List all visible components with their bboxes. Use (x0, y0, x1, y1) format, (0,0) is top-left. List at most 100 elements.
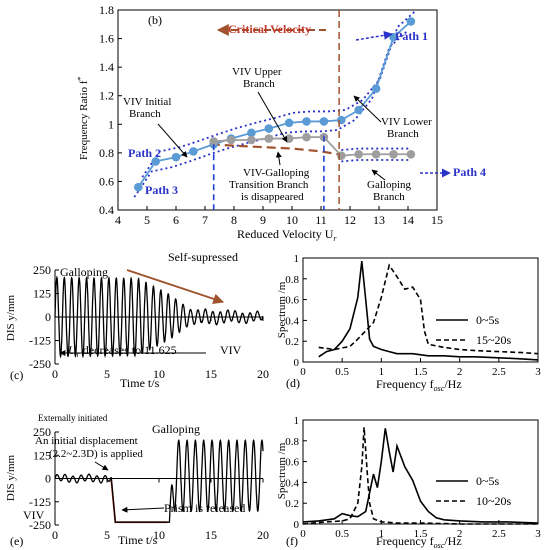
path-3-label: Path 3 (145, 183, 178, 197)
chart-d-xlabel: Frequency fosc/Hz (376, 377, 462, 393)
ytick-label: 0.6 (285, 295, 299, 307)
galloping-branch-arrow (371, 169, 386, 181)
viv-label-e: VIV (23, 508, 45, 522)
chart-d-legend: 0~5s 15~20s (436, 313, 511, 347)
chart-f-legend: 0~5s 10~20s (436, 474, 511, 508)
xtick-label: 0 (300, 366, 306, 378)
xtick-label: 5 (104, 528, 110, 542)
spectrum-series-1 (302, 427, 538, 525)
path-4-label: Path 4 (453, 165, 486, 179)
b-ytick-label: 0.8 (99, 146, 114, 160)
ytick-label: 1 (294, 253, 300, 265)
ytick-label: 250 (33, 425, 51, 439)
chart-b-ylabel: Frequency Ratio f* (76, 77, 90, 160)
series-point-1 (209, 137, 218, 146)
series-point-0 (247, 128, 256, 138)
series-point-1 (354, 149, 364, 159)
ytick-label: 0.2 (285, 336, 299, 348)
xtick-label: 10 (153, 367, 165, 381)
xtick-label: 2 (457, 528, 463, 540)
xtick-label: 15 (205, 528, 217, 542)
chart-b-frame (117, 9, 438, 211)
galloping-label-c: Galloping (60, 265, 108, 279)
ytick-label: 0.8 (285, 274, 299, 286)
b-ytick-label: 1.4 (99, 60, 114, 74)
series-point-0 (151, 157, 160, 166)
ytick-label: 0 (45, 310, 51, 324)
ytick-label: 125 (33, 448, 51, 462)
series-point-0 (171, 152, 181, 162)
ytick-label: 125 (33, 287, 51, 301)
series-point-1 (389, 149, 398, 159)
path-1-label: Path 1 (395, 29, 428, 43)
series-point-0 (354, 105, 364, 115)
b-xtick-label: 14 (402, 213, 414, 227)
series-point-0 (189, 147, 198, 156)
series-point-1 (226, 135, 236, 145)
series-line-0 (137, 20, 412, 188)
xtick-label: 3 (535, 366, 541, 378)
xtick-label: 1.5 (414, 366, 428, 378)
spectrum-series-0 (318, 261, 539, 361)
path-band-line (141, 10, 416, 178)
chart-e-xlabel: Time t/s (118, 533, 158, 547)
chart-e-ticks: -250 -125 0 125 250 0 5 10 15 20 (29, 425, 269, 542)
path-band-line (341, 147, 411, 151)
ytick-label: 0 (294, 519, 300, 531)
self-suppressed-label: Self-supressed (168, 250, 238, 264)
chart-f-series (302, 427, 539, 525)
b-ytick-label: 0.4 (99, 203, 114, 217)
path-1-arrow (355, 30, 393, 41)
xtick-label: 20 (257, 528, 269, 542)
series-point-0 (284, 118, 294, 128)
panel-label-d: (d) (286, 376, 300, 390)
series-point-1 (247, 135, 256, 145)
chart-e-signal (54, 439, 264, 523)
chart-d-series (318, 261, 539, 361)
series-point-1 (264, 134, 274, 143)
chart-e-held-segment (110, 478, 168, 524)
xtick-label: 10 (153, 528, 165, 542)
ytick-label: -250 (29, 518, 51, 532)
legend-d-item-1: 0~5s (476, 313, 499, 327)
xtick-label: 5 (104, 367, 110, 381)
chart-f-ylabel: Spectrum /m (276, 442, 288, 499)
self-suppressed-arrow (126, 269, 225, 305)
panel-label-f: (f) (286, 534, 298, 548)
legend-d-item-2: 15~20s (476, 333, 511, 347)
panel-label-e: (e) (10, 534, 23, 548)
transition-label: VIV-Galloping Transition Branch is disap… (229, 167, 312, 203)
chart-c-signal (54, 275, 264, 359)
viv-upper-arrow (257, 91, 288, 143)
b-xtick-label: 10 (286, 213, 298, 227)
spectrum-series-1 (318, 263, 539, 355)
xtick-label: 3 (535, 528, 541, 540)
xtick-label: 20 (257, 367, 269, 381)
critical-velocity-label: Critical Velocity (228, 22, 311, 36)
b-ytick-label: 1.8 (99, 3, 114, 17)
prism-released-arrow (121, 506, 165, 513)
xtick-label: 2.5 (492, 528, 506, 540)
series-point-1 (302, 132, 311, 142)
xtick-label: 0 (52, 367, 58, 381)
viv-initial-arrow (157, 123, 188, 158)
xtick-label: 0.5 (335, 366, 349, 378)
viv-label-c: VIV (220, 343, 242, 357)
b-xtick-label: 11 (315, 213, 327, 227)
initial-displacement-arrow (94, 461, 109, 471)
chart-b: 4 5 6 7 8 9 10 11 12 13 14 15 0.4 0.6 0.8 1 1.2 1.4 1.6 1.8… (76, 3, 486, 243)
externally-initiated-label: Externally initiated (38, 413, 108, 423)
b-ytick-label: 1.2 (99, 89, 114, 103)
chart-b-xlabel: Reduced Velocity Ur (237, 227, 337, 243)
b-ytick-label: 1 (108, 117, 114, 131)
series-point-1 (284, 134, 294, 143)
ytick-label: 250 (33, 263, 51, 277)
b-xtick-label: 9 (260, 213, 266, 227)
path-bands (133, 10, 416, 198)
panel-label-c: (c) (10, 368, 23, 382)
chart-b-ticks: 4 5 6 7 8 9 10 11 12 13 14 15 0.4 0.6 0.8 1 1.2 1.4 1.6 1.8 (99, 3, 443, 227)
ytick-label: 0.4 (285, 315, 299, 327)
ytick-label: 0.4 (285, 477, 299, 489)
series-point-0 (371, 84, 381, 93)
